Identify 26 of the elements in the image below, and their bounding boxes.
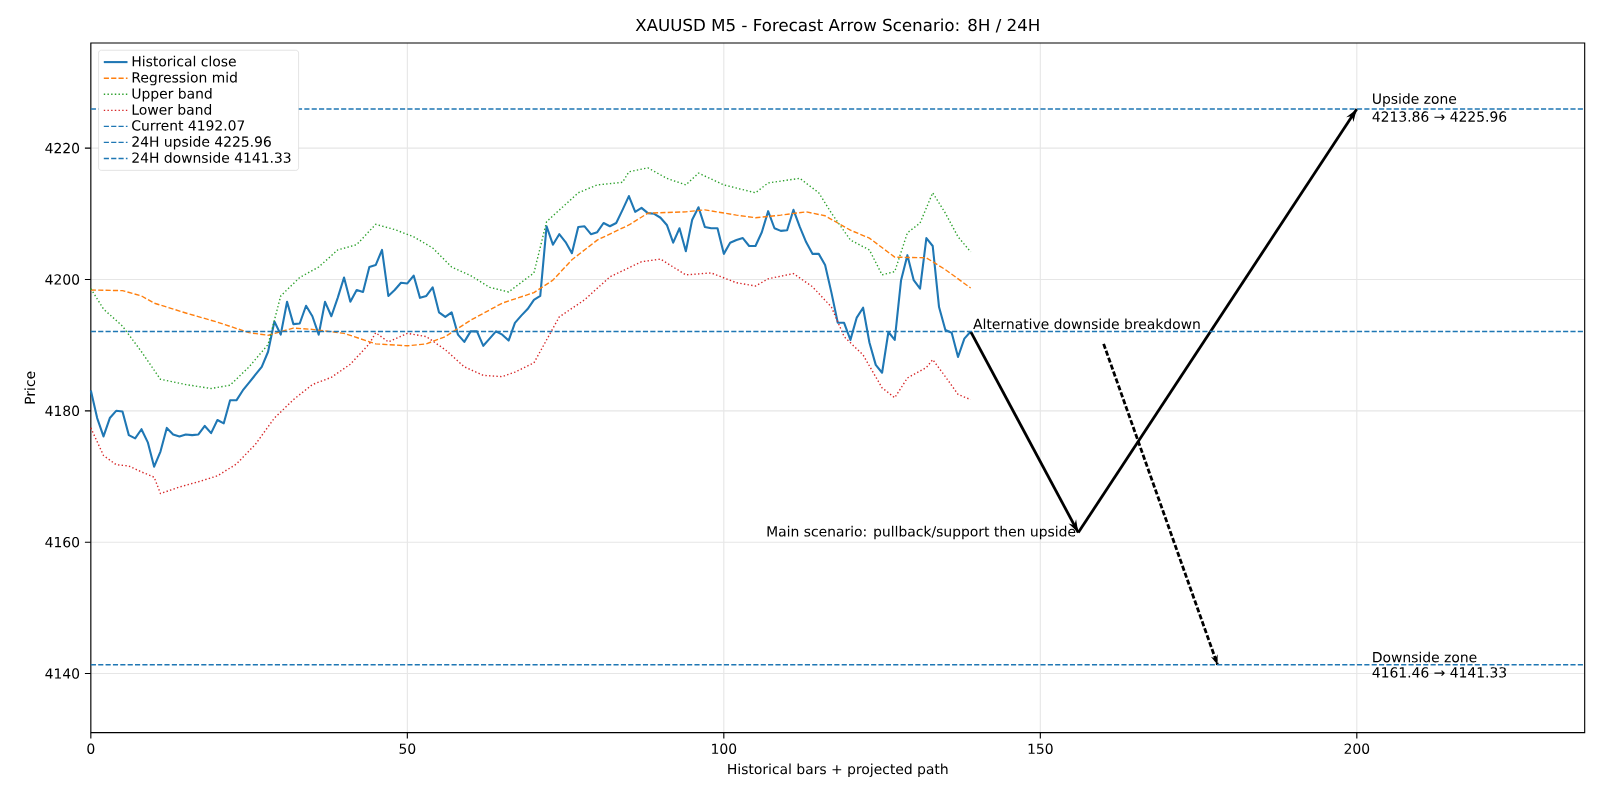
legend-label: 24H downside 4141.33 [132, 152, 291, 163]
legend-label: 24H upside 4225.96 [132, 136, 271, 150]
x-tick-label: 0 [87, 743, 95, 754]
annotation: 4161.46 → 4141.33 [1372, 667, 1507, 678]
y-tick-label: 4220 [45, 142, 80, 154]
x-tick-label: 150 [1028, 743, 1053, 754]
legend-label: Historical close [132, 55, 236, 67]
annotation: Main scenario: pullback/support then upside [767, 525, 1076, 540]
y-tick-label: 4180 [45, 405, 80, 417]
legend-label: Regression mid [132, 71, 237, 86]
annotation: Alternative downside breakdown [973, 318, 1200, 330]
annotation: Upside zone [1373, 93, 1457, 107]
x-tick-label: 200 [1344, 743, 1370, 754]
annotation: Downside zone [1373, 651, 1477, 663]
y-axis-title: Price [24, 371, 36, 404]
legend-label: Current 4192.07 [132, 120, 245, 131]
y-tick-label: 4140 [45, 668, 80, 679]
x-tick-label: 100 [712, 743, 737, 754]
chart-title: XAUUSD M5 - Forecast Arrow Scenario: 8H / 24H [635, 18, 1039, 33]
annotation: 4213.86 → 4225.96 [1372, 111, 1507, 122]
legend-label: Lower band [132, 104, 212, 115]
x-tick-label: 50 [399, 743, 416, 754]
x-axis-title: Historical bars + projected path [728, 763, 948, 777]
y-tick-label: 4200 [45, 274, 80, 285]
y-tick-label: 4160 [45, 536, 80, 548]
legend-label: Upper band [132, 87, 212, 102]
